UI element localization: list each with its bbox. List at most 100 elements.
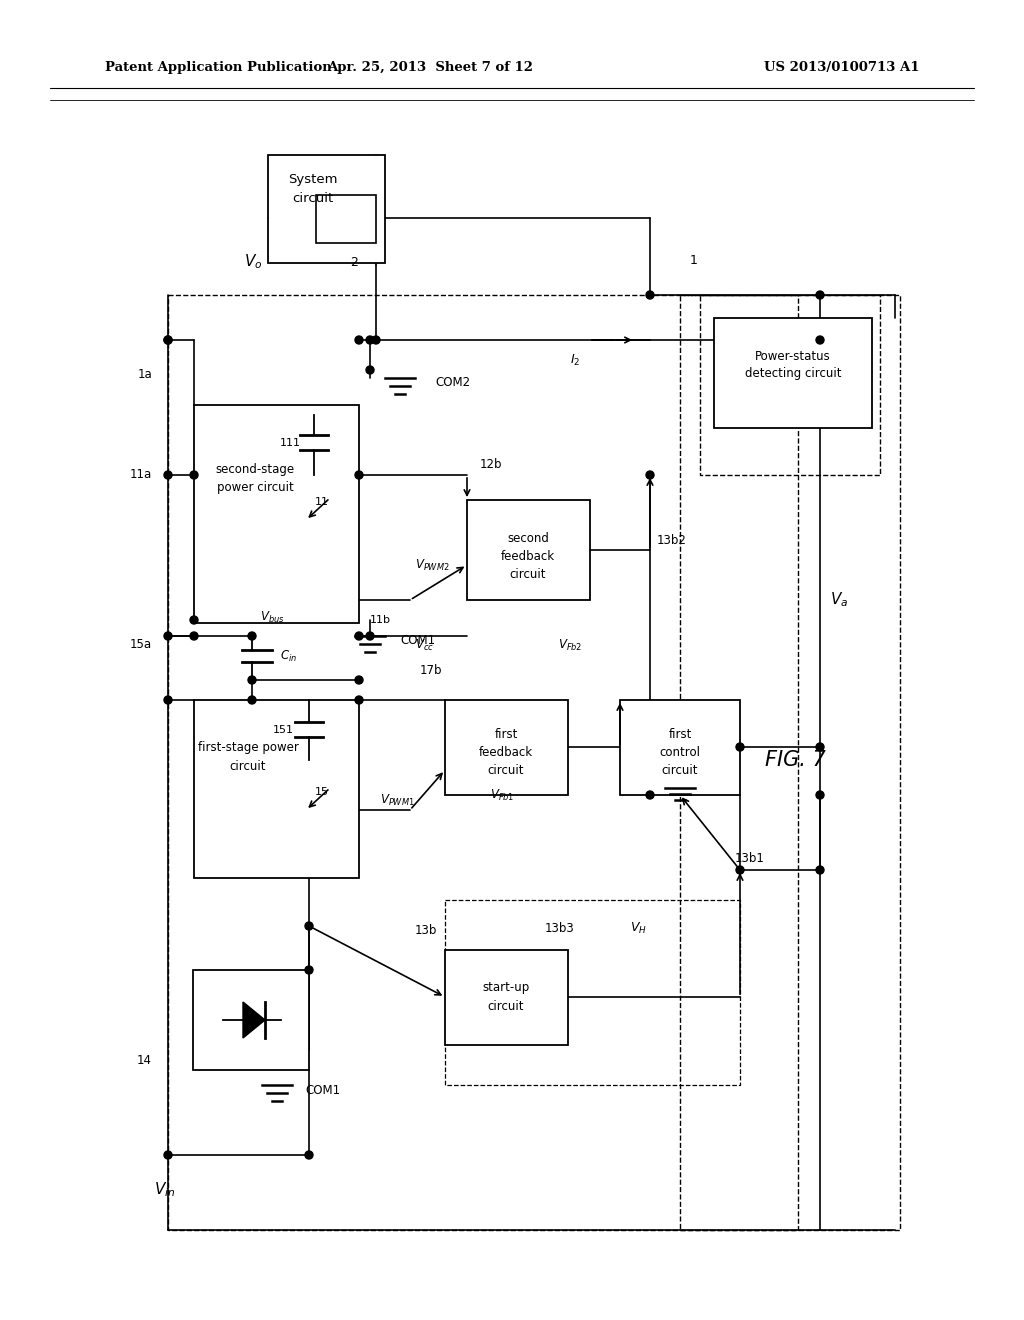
Circle shape: [372, 337, 380, 345]
Text: $V_o$: $V_o$: [244, 252, 262, 272]
Text: $V_a$: $V_a$: [830, 590, 848, 610]
Circle shape: [190, 632, 198, 640]
Text: $V_{cc}$: $V_{cc}$: [415, 638, 434, 652]
Text: US 2013/0100713 A1: US 2013/0100713 A1: [765, 62, 920, 74]
Bar: [168, 294, 798, 1230]
Text: Patent Application Publication: Patent Application Publication: [105, 62, 332, 74]
Text: 151: 151: [272, 725, 294, 735]
Text: circuit: circuit: [510, 568, 546, 581]
Circle shape: [248, 632, 256, 640]
Circle shape: [816, 743, 824, 751]
Bar: [193, 970, 309, 1071]
Text: $V_{Fb1}$: $V_{Fb1}$: [490, 788, 514, 803]
Circle shape: [164, 337, 172, 345]
Text: Apr. 25, 2013  Sheet 7 of 12: Apr. 25, 2013 Sheet 7 of 12: [327, 62, 534, 74]
Text: $V_{PWM1}$: $V_{PWM1}$: [380, 792, 415, 808]
Circle shape: [248, 696, 256, 704]
Text: 13b: 13b: [415, 924, 437, 936]
Circle shape: [366, 366, 374, 374]
Circle shape: [736, 866, 744, 874]
Text: $I_2$: $I_2$: [570, 352, 581, 367]
Text: circuit: circuit: [293, 191, 334, 205]
Bar: [194, 405, 359, 623]
Bar: [467, 500, 590, 601]
Circle shape: [164, 1151, 172, 1159]
Bar: [680, 294, 900, 1230]
Bar: [445, 900, 740, 1085]
Text: 15a: 15a: [130, 639, 152, 652]
Text: circuit: circuit: [662, 764, 698, 777]
Circle shape: [355, 471, 362, 479]
Bar: [268, 154, 385, 263]
Text: 12b: 12b: [480, 458, 503, 471]
Circle shape: [366, 337, 374, 345]
Text: circuit: circuit: [487, 764, 524, 777]
Circle shape: [355, 696, 362, 704]
Text: feedback: feedback: [479, 747, 534, 759]
Bar: [445, 950, 568, 1045]
Text: 13b2: 13b2: [657, 533, 687, 546]
Text: 2: 2: [350, 256, 357, 268]
Text: System: System: [288, 173, 338, 186]
Text: 13b1: 13b1: [735, 851, 765, 865]
Text: first: first: [495, 729, 518, 742]
Bar: [445, 700, 568, 795]
Circle shape: [305, 1151, 313, 1159]
Text: Power-status: Power-status: [755, 350, 830, 363]
Text: second-stage: second-stage: [215, 463, 295, 477]
Text: 11a: 11a: [130, 469, 152, 482]
Text: 14: 14: [137, 1053, 152, 1067]
Text: second: second: [507, 532, 549, 544]
Text: $V_{PWM2}$: $V_{PWM2}$: [415, 557, 450, 573]
Bar: [194, 700, 359, 878]
Text: 11b: 11b: [370, 615, 391, 624]
Circle shape: [646, 791, 654, 799]
Circle shape: [736, 743, 744, 751]
Text: circuit: circuit: [229, 759, 266, 772]
Circle shape: [816, 791, 824, 799]
Text: 17b: 17b: [420, 664, 442, 676]
Text: $V_H$: $V_H$: [630, 920, 647, 936]
Circle shape: [164, 696, 172, 704]
Text: 13b3: 13b3: [545, 921, 574, 935]
Text: $V_{in}$: $V_{in}$: [155, 1180, 176, 1200]
Text: 11: 11: [315, 498, 329, 507]
Circle shape: [355, 337, 362, 345]
Text: COM1: COM1: [400, 634, 435, 647]
Text: control: control: [659, 747, 700, 759]
Bar: [620, 700, 740, 795]
Text: power circuit: power circuit: [217, 482, 293, 495]
Circle shape: [190, 471, 198, 479]
Circle shape: [366, 632, 374, 640]
Circle shape: [190, 616, 198, 624]
Text: detecting circuit: detecting circuit: [744, 367, 842, 380]
Circle shape: [646, 290, 654, 300]
Text: 15: 15: [315, 787, 329, 797]
Text: 1: 1: [690, 253, 698, 267]
Text: $V_{bus}$: $V_{bus}$: [260, 610, 285, 624]
Circle shape: [646, 471, 654, 479]
Circle shape: [164, 471, 172, 479]
Bar: [316, 195, 376, 243]
Circle shape: [816, 337, 824, 345]
Polygon shape: [243, 1002, 265, 1038]
Text: 111: 111: [280, 438, 300, 447]
Circle shape: [355, 676, 362, 684]
Circle shape: [164, 632, 172, 640]
Text: first: first: [669, 729, 691, 742]
Text: 1a: 1a: [137, 368, 152, 381]
Circle shape: [305, 921, 313, 931]
Text: first-stage power: first-stage power: [198, 742, 298, 755]
Circle shape: [816, 290, 824, 300]
Bar: [714, 318, 872, 428]
Text: $C_{in}$: $C_{in}$: [280, 648, 297, 664]
Text: COM1: COM1: [305, 1084, 340, 1097]
Text: circuit: circuit: [487, 999, 524, 1012]
Circle shape: [355, 632, 362, 640]
Circle shape: [248, 676, 256, 684]
Circle shape: [164, 337, 172, 345]
Circle shape: [305, 966, 313, 974]
Text: feedback: feedback: [501, 549, 555, 562]
Bar: [700, 294, 880, 475]
Text: FIG. 7: FIG. 7: [765, 750, 825, 770]
